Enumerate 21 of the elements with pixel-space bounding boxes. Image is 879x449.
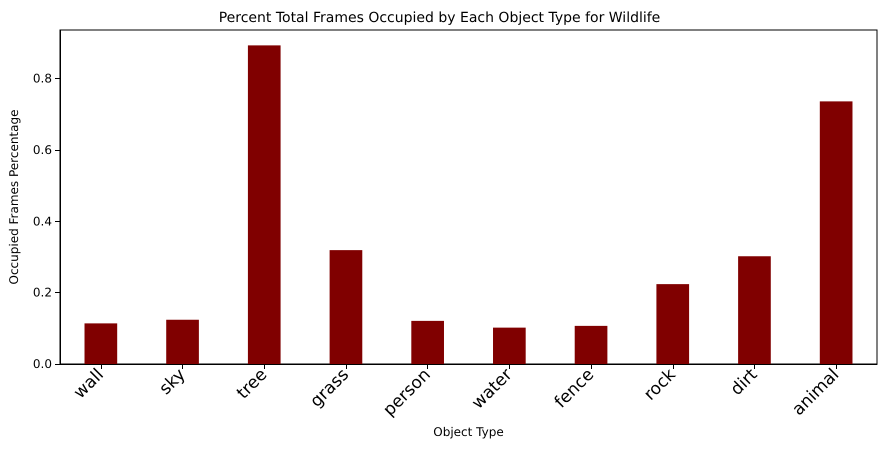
bar: [411, 320, 444, 364]
y-tick-label: 0.0: [32, 357, 52, 371]
y-tick-label: 0.8: [32, 72, 52, 86]
y-tick-label: 0.4: [32, 214, 52, 228]
x-tick-label: tree: [233, 364, 272, 404]
chart-title: Percent Total Frames Occupied by Each Object Type for Wildlife: [218, 10, 660, 26]
x-tick-label: dirt: [726, 364, 762, 400]
bar: [738, 256, 771, 364]
bar: [248, 45, 281, 364]
bar: [84, 323, 118, 364]
bar: [656, 284, 690, 364]
bar: [330, 250, 362, 364]
bar: [166, 320, 199, 364]
y-tick-label: 0.2: [32, 286, 52, 300]
x-tick-label: sky: [156, 364, 190, 399]
y-tick-label: 0.6: [32, 142, 52, 157]
y-axis-title: Occupied Frames Percentage: [7, 110, 21, 284]
x-axis-title: Object Type: [433, 425, 504, 440]
bar: [493, 328, 526, 364]
bar: [820, 101, 852, 364]
bar: [574, 326, 608, 364]
